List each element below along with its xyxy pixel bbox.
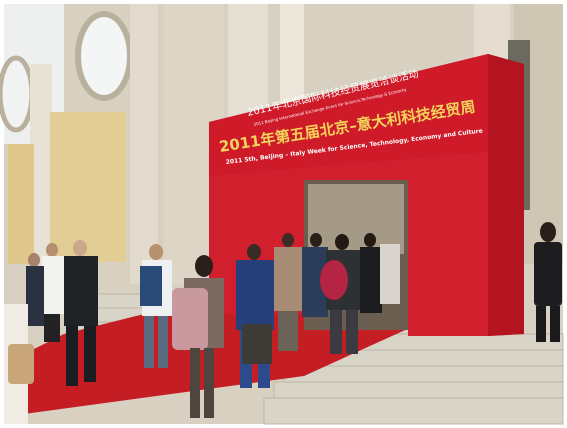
column: [30, 64, 52, 274]
person: [360, 233, 382, 313]
red-carpet: [24, 304, 414, 414]
person: [236, 244, 274, 388]
person: [320, 234, 362, 354]
person: [42, 243, 64, 342]
round-window: [75, 11, 133, 101]
person: [140, 244, 172, 368]
person: [64, 240, 98, 386]
person: [302, 233, 328, 317]
person: [26, 253, 44, 326]
crowd: [4, 222, 562, 424]
red-arch-gate: [209, 54, 524, 336]
person: [274, 233, 304, 351]
person: [380, 244, 400, 304]
person: [172, 255, 224, 418]
person: [534, 222, 562, 342]
